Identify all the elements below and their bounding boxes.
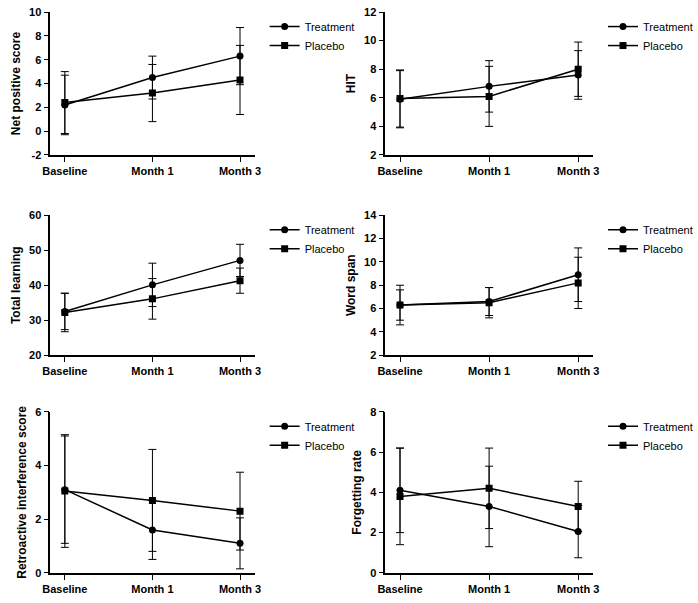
svg-text:60: 60 [29, 209, 41, 221]
svg-text:10: 10 [364, 256, 376, 268]
svg-text:20: 20 [29, 349, 41, 361]
svg-text:6: 6 [370, 302, 376, 314]
svg-text:4: 4 [35, 459, 42, 471]
svg-text:Net positive score: Net positive score [9, 32, 23, 136]
svg-text:Month 1: Month 1 [468, 165, 510, 177]
svg-text:Retroactive interference score: Retroactive interference score [15, 406, 29, 579]
svg-text:Month 1: Month 1 [131, 165, 173, 177]
svg-text:14: 14 [364, 209, 377, 221]
svg-text:8: 8 [370, 406, 376, 418]
svg-text:12: 12 [364, 232, 376, 244]
svg-text:Forgetting rate: Forgetting rate [350, 450, 364, 535]
svg-text:Treatment: Treatment [305, 224, 355, 236]
svg-text:Treatment: Treatment [305, 21, 355, 33]
svg-text:10: 10 [29, 6, 41, 18]
svg-text:Treatment: Treatment [643, 224, 693, 236]
svg-text:Placebo: Placebo [643, 243, 683, 255]
svg-text:Month 3: Month 3 [219, 165, 261, 177]
svg-text:8: 8 [370, 279, 376, 291]
svg-text:Baseline: Baseline [377, 365, 422, 377]
svg-text:4: 4 [370, 120, 377, 132]
svg-text:Month 1: Month 1 [468, 583, 510, 595]
svg-text:Word span: Word span [344, 254, 358, 316]
svg-text:Placebo: Placebo [643, 40, 683, 52]
svg-text:0: 0 [35, 567, 41, 579]
svg-text:0: 0 [35, 125, 41, 137]
svg-text:Baseline: Baseline [42, 583, 87, 595]
svg-text:Month 3: Month 3 [557, 165, 599, 177]
svg-text:0: 0 [370, 567, 376, 579]
svg-text:8: 8 [370, 63, 376, 75]
svg-text:4: 4 [370, 326, 377, 338]
svg-text:Total learning: Total learning [9, 246, 23, 324]
svg-text:40: 40 [29, 279, 41, 291]
svg-text:2: 2 [35, 513, 41, 525]
svg-text:Month 3: Month 3 [219, 583, 261, 595]
svg-text:2: 2 [370, 526, 376, 538]
svg-text:Month 1: Month 1 [131, 365, 173, 377]
svg-text:4: 4 [35, 77, 42, 89]
svg-text:2: 2 [370, 349, 376, 361]
svg-text:Month 1: Month 1 [468, 365, 510, 377]
svg-text:10: 10 [364, 34, 376, 46]
svg-text:Treatment: Treatment [305, 421, 355, 433]
svg-text:Placebo: Placebo [305, 440, 345, 452]
svg-text:Month 3: Month 3 [557, 365, 599, 377]
svg-text:6: 6 [35, 406, 41, 418]
svg-text:-2: -2 [32, 149, 42, 161]
svg-text:4: 4 [370, 486, 377, 498]
svg-text:6: 6 [370, 92, 376, 104]
svg-text:Baseline: Baseline [377, 165, 422, 177]
svg-text:30: 30 [29, 314, 41, 326]
svg-text:12: 12 [364, 6, 376, 18]
svg-text:Treatment: Treatment [643, 421, 693, 433]
svg-text:6: 6 [370, 446, 376, 458]
svg-text:Placebo: Placebo [305, 243, 345, 255]
svg-text:Treatment: Treatment [643, 21, 693, 33]
svg-text:Placebo: Placebo [643, 440, 683, 452]
svg-text:6: 6 [35, 54, 41, 66]
svg-text:Month 3: Month 3 [557, 583, 599, 595]
svg-text:2: 2 [35, 101, 41, 113]
svg-text:Baseline: Baseline [42, 365, 87, 377]
svg-text:2: 2 [370, 149, 376, 161]
svg-text:50: 50 [29, 244, 41, 256]
svg-text:8: 8 [35, 30, 41, 42]
svg-text:Placebo: Placebo [305, 40, 345, 52]
svg-text:Month 3: Month 3 [219, 365, 261, 377]
svg-text:Baseline: Baseline [377, 583, 422, 595]
svg-text:HIT: HIT [344, 73, 358, 93]
svg-text:Month 1: Month 1 [131, 583, 173, 595]
svg-text:Baseline: Baseline [42, 165, 87, 177]
